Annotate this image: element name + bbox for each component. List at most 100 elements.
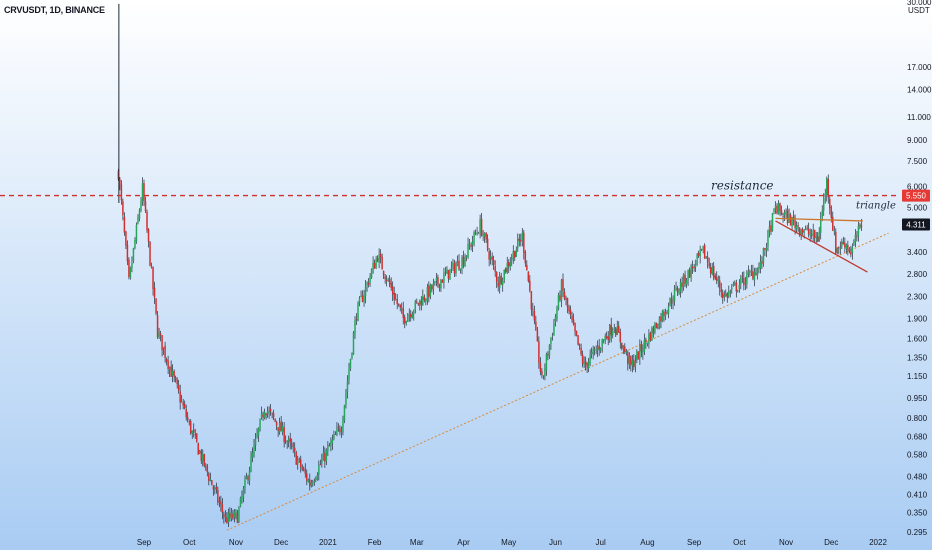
candle xyxy=(182,398,184,410)
candle xyxy=(795,221,798,233)
candle xyxy=(230,507,233,522)
candle xyxy=(631,354,634,373)
candle xyxy=(494,260,496,277)
candle xyxy=(385,275,388,287)
candle xyxy=(250,451,252,473)
candle xyxy=(241,490,243,504)
candle xyxy=(839,241,842,255)
candle xyxy=(818,226,820,242)
candle xyxy=(628,352,631,369)
candle xyxy=(443,267,445,289)
candle xyxy=(557,292,560,311)
candle xyxy=(645,337,647,349)
candle xyxy=(254,433,257,451)
candle xyxy=(265,412,267,420)
candle xyxy=(408,308,411,322)
candle xyxy=(141,177,144,206)
candle xyxy=(340,426,343,438)
candle xyxy=(161,335,163,357)
candle xyxy=(500,272,502,286)
candle xyxy=(488,248,490,267)
candle xyxy=(491,252,493,266)
candle xyxy=(413,309,415,321)
candle xyxy=(669,297,671,307)
candle xyxy=(489,250,492,265)
candle xyxy=(827,174,830,204)
candle xyxy=(616,320,619,336)
candle xyxy=(375,255,377,270)
candle xyxy=(514,250,516,262)
candle xyxy=(581,350,584,368)
candle xyxy=(596,340,599,358)
candle xyxy=(756,267,759,280)
candle xyxy=(360,290,362,298)
candle xyxy=(518,233,521,247)
candle xyxy=(526,260,528,271)
candle xyxy=(815,231,817,244)
candle xyxy=(735,279,738,298)
candle xyxy=(672,295,674,310)
candle xyxy=(718,275,721,296)
candle xyxy=(693,263,695,272)
candle xyxy=(547,351,549,361)
candle xyxy=(495,271,498,288)
candle xyxy=(390,277,392,291)
candle xyxy=(349,358,352,371)
candle xyxy=(196,433,198,443)
candle xyxy=(327,441,329,456)
candle xyxy=(731,284,733,294)
candle xyxy=(403,314,406,329)
candle xyxy=(319,459,322,466)
time-axis[interactable]: Sep Oct Nov Dec 2021 Feb Mar Apr May Jun Jul Aug Sep… xyxy=(137,538,888,547)
candle xyxy=(732,281,735,287)
time-tick-label: 2021 xyxy=(319,538,337,547)
candle xyxy=(717,275,719,288)
candle xyxy=(155,298,157,316)
candle xyxy=(729,289,732,298)
time-tick-label: Nov xyxy=(779,538,793,547)
candle xyxy=(676,285,679,297)
candle xyxy=(452,258,454,271)
candle xyxy=(236,509,239,524)
candle xyxy=(153,281,156,305)
candle xyxy=(128,257,130,280)
candle xyxy=(473,230,475,247)
candle xyxy=(450,261,453,274)
candle xyxy=(854,228,857,248)
price-unit-label: USDT xyxy=(908,6,930,15)
triangle-lower-line[interactable] xyxy=(775,220,868,273)
candle xyxy=(298,457,300,463)
candle xyxy=(256,428,258,439)
candle xyxy=(627,350,629,371)
triangle-upper-line[interactable] xyxy=(775,217,863,222)
candle xyxy=(476,226,478,236)
candle xyxy=(131,256,133,273)
price-tick-label: 7.500 xyxy=(907,157,928,166)
candle xyxy=(191,430,193,439)
candle xyxy=(144,196,147,213)
candle xyxy=(453,259,456,277)
price-axis[interactable]: 30.00017.00014.00011.0009.0007.5006.0005… xyxy=(900,0,932,550)
candle xyxy=(303,466,305,472)
candle xyxy=(268,406,270,419)
support-trendline[interactable] xyxy=(226,232,889,531)
candle xyxy=(221,498,224,520)
candle xyxy=(214,485,216,495)
price-tick-label: 1.150 xyxy=(907,372,928,381)
candle xyxy=(562,273,564,298)
price-tick-label: 0.950 xyxy=(907,394,928,403)
candle xyxy=(532,302,534,317)
candle xyxy=(208,471,210,486)
candle xyxy=(464,253,466,267)
candle xyxy=(393,286,395,305)
candle xyxy=(446,266,448,274)
candle xyxy=(407,313,409,322)
candle xyxy=(479,214,481,239)
candle xyxy=(364,280,367,304)
candle xyxy=(807,222,810,238)
candle xyxy=(853,239,855,247)
candle xyxy=(613,323,615,334)
candle xyxy=(312,479,314,487)
